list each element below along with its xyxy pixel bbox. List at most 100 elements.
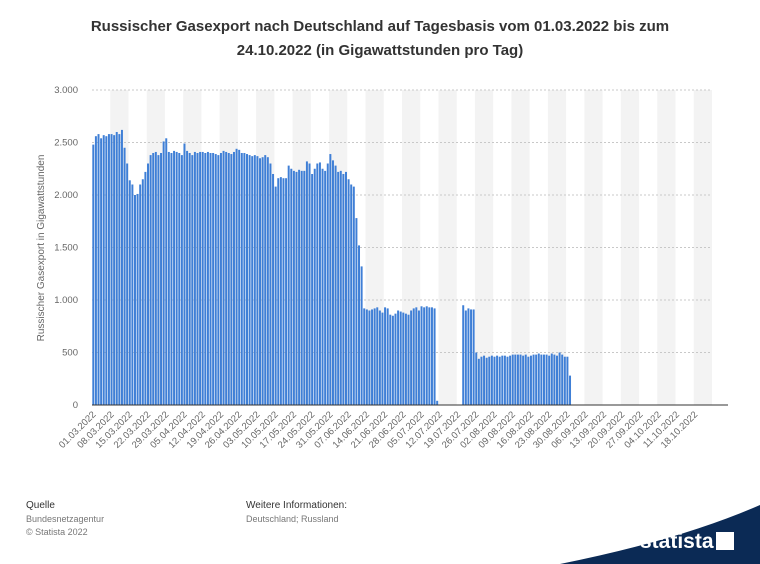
chart-title-line: 24.10.2022 (in Gigawattstunden pro Tag) — [237, 42, 523, 59]
bar — [175, 151, 178, 405]
bar — [509, 355, 512, 405]
bar — [321, 168, 324, 405]
bar — [279, 177, 282, 405]
brand-icon — [716, 532, 734, 550]
bar — [358, 245, 361, 405]
bar — [529, 355, 532, 405]
bar — [217, 155, 220, 405]
bar — [170, 153, 173, 405]
bar — [537, 353, 540, 405]
bar — [201, 151, 204, 405]
bar — [384, 307, 387, 405]
bar — [97, 134, 100, 405]
copyright: © Statista 2022 — [26, 527, 88, 537]
bar — [542, 354, 545, 405]
brand-logo: statista — [640, 530, 714, 553]
bar — [535, 354, 538, 405]
bar — [433, 308, 436, 405]
bar — [118, 134, 121, 405]
bar — [264, 155, 267, 405]
bar — [352, 186, 355, 405]
source-heading: Quelle — [26, 500, 55, 511]
bar — [516, 354, 519, 405]
bar — [324, 170, 327, 405]
bar — [157, 155, 160, 405]
bar — [417, 310, 420, 405]
bar — [404, 313, 407, 405]
bar — [165, 138, 168, 406]
bar — [204, 153, 207, 405]
bar — [462, 305, 465, 405]
bar — [563, 356, 566, 405]
bar — [251, 156, 254, 405]
bar — [475, 352, 478, 405]
bar — [183, 143, 186, 406]
bar — [532, 354, 535, 405]
bar — [490, 355, 493, 405]
bar — [373, 308, 376, 405]
info: Deutschland; Russland — [246, 514, 339, 524]
bar — [173, 150, 176, 405]
bar — [162, 141, 165, 405]
bar — [337, 171, 340, 405]
bar — [428, 307, 431, 405]
bar — [235, 148, 238, 406]
bar — [128, 180, 131, 405]
bar — [470, 309, 473, 405]
bar — [295, 171, 298, 405]
bar — [305, 161, 308, 405]
bar — [493, 356, 496, 405]
bar — [477, 358, 480, 405]
bar — [318, 162, 321, 405]
bar — [287, 165, 290, 405]
bar — [196, 153, 199, 405]
bar — [381, 312, 384, 405]
bar — [225, 151, 228, 405]
bar — [292, 170, 295, 405]
bar — [347, 179, 350, 405]
bar — [407, 314, 410, 405]
bar — [368, 310, 371, 405]
bar — [219, 153, 222, 405]
bar — [363, 308, 366, 405]
bar — [402, 312, 405, 405]
bar — [410, 310, 413, 405]
bar — [274, 186, 277, 405]
bar — [339, 170, 342, 405]
y-tick-label: 1.000 — [54, 295, 78, 306]
bar — [308, 163, 311, 405]
bar — [188, 153, 191, 405]
bar — [514, 354, 517, 405]
bar — [360, 266, 363, 405]
bar — [355, 218, 358, 405]
bar — [259, 158, 262, 405]
bar — [498, 356, 501, 405]
bar — [483, 355, 486, 405]
y-tick-label: 3.000 — [54, 85, 78, 96]
bar — [566, 356, 569, 405]
bar — [238, 149, 241, 405]
bar — [230, 154, 233, 405]
bar — [285, 178, 288, 405]
bar — [193, 151, 196, 405]
bar — [316, 163, 319, 405]
bar — [113, 135, 116, 405]
bar — [391, 315, 394, 405]
bar — [256, 156, 259, 405]
bar — [331, 160, 334, 405]
band — [438, 90, 457, 405]
bar — [123, 147, 126, 405]
bar — [503, 355, 506, 405]
bar — [386, 308, 389, 405]
bar — [485, 357, 488, 405]
bar — [144, 171, 147, 405]
bar — [436, 400, 439, 405]
bar — [240, 153, 243, 405]
plot-area: 05001.0001.5002.0002.5003.00001.03.20220… — [54, 85, 728, 451]
bar — [154, 151, 157, 405]
brand-wave — [560, 505, 760, 564]
bar — [191, 155, 194, 405]
bar — [272, 174, 275, 405]
bar — [553, 354, 556, 405]
